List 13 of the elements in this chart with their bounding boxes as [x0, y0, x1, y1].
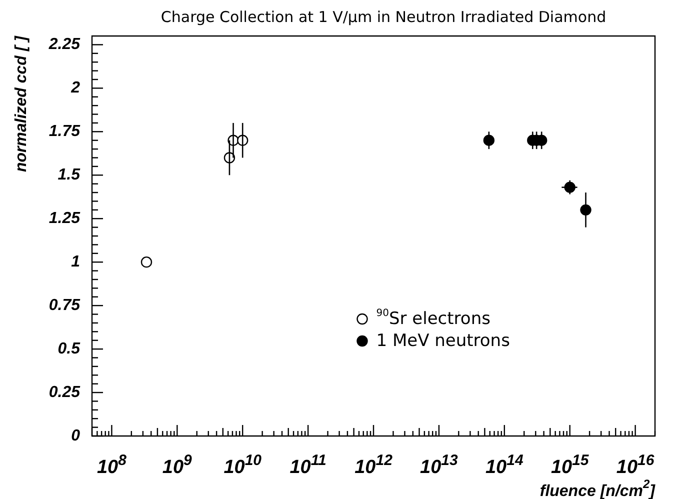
y-tick-label: 1.5 — [58, 166, 82, 184]
y-tick-label: 0.5 — [58, 340, 82, 358]
y-tick-label: 1.75 — [48, 123, 82, 140]
legend-label: 1 MeV neutrons — [376, 331, 510, 351]
y-tick-label: 1.25 — [48, 210, 82, 228]
y-tick-label: 2 — [70, 80, 80, 97]
y-axis-title: normalized ccd [ ] — [13, 35, 30, 172]
y-tick-label: 0.25 — [48, 384, 82, 401]
y-tick-label: 2.25 — [48, 36, 82, 54]
chart-title: Charge Collection at 1 V/μm in Neutron Irradiated Diamond — [160, 8, 606, 26]
y-tick-label: 0.75 — [48, 296, 82, 314]
y-tick-label: 0 — [71, 427, 80, 444]
y-tick-label: 1 — [71, 253, 80, 270]
